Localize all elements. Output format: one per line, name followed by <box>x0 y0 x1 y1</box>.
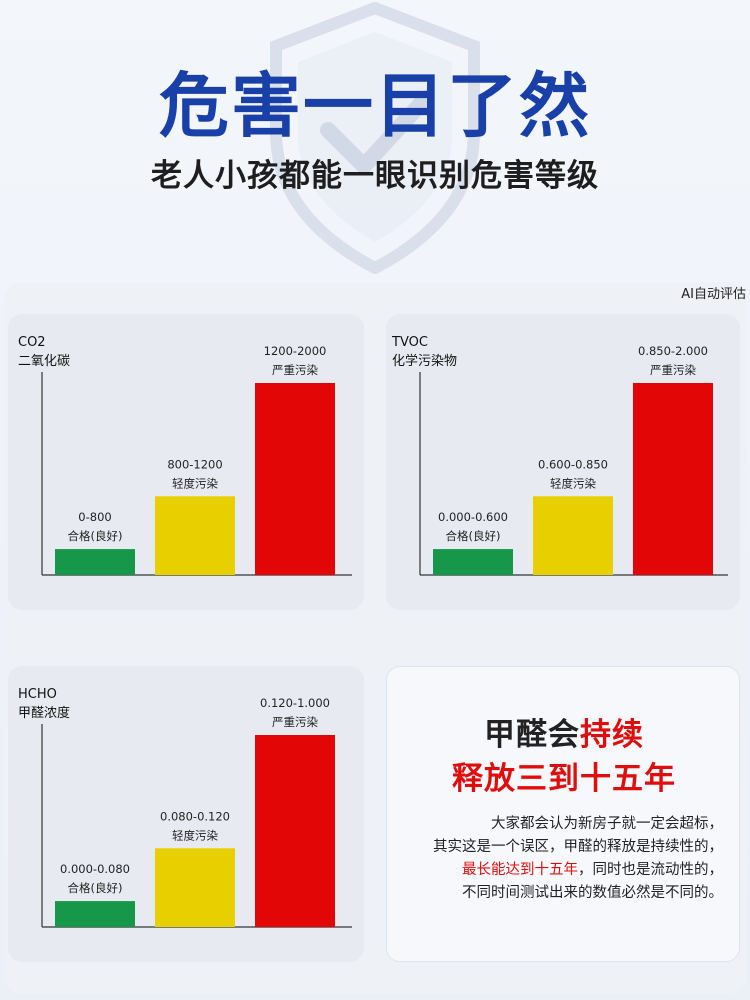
level-label: 合格(良好) <box>446 529 501 543</box>
metric-name-line: 甲醛浓度 <box>18 706 71 721</box>
range-label: 0.600-0.850 <box>538 457 608 471</box>
metric-name-line: 化学污染物 <box>392 354 458 369</box>
bar-severe-pollution <box>255 735 335 927</box>
range-label: 1200-2000 <box>264 344 327 358</box>
info-body-line: 其实这是一个误区，甲醛的释放是持续性的， <box>433 839 723 855</box>
tvoc-chart-card: TVOC 化学污染物 0.000-0.600 合格(良好) 0.600-0.850 轻度污… <box>386 314 740 610</box>
page-subtitle: 老人小孩都能一眼识别危害等级 <box>151 158 599 194</box>
bar-chart: 0-800 合格(良好) 800-1200 轻度污染 1200-2000 严重污染 <box>41 344 352 576</box>
bar-chart: 0.000-0.600 合格(良好) 0.600-0.850 轻度污染 0.850-2.… <box>419 344 728 576</box>
level-label: 轻度污染 <box>172 828 218 842</box>
level-label: 合格(良好) <box>68 529 123 543</box>
range-label: 0-800 <box>78 510 111 524</box>
info-body-highlight: 最长能达到十五年 <box>462 862 578 878</box>
info-body-line: 最长能达到十五年，同时也是流动性的， <box>387 859 723 882</box>
bar-severe-pollution <box>633 383 713 575</box>
level-label: 轻度污染 <box>550 476 596 490</box>
range-label: 0.000-0.600 <box>438 510 508 524</box>
info-title-line2: 释放三到十五年 <box>452 761 676 797</box>
bar-good <box>55 549 135 575</box>
co2-chart-card: CO2 二氧化碳 0-800 合格(良好) 800-1200 轻度污染 1200-2000 严… <box>8 314 364 610</box>
info-body: 大家都会认为新房子就一定会超标， 其实这是一个误区，甲醛的释放是持续性的， 最长… <box>387 813 741 905</box>
range-label: 800-1200 <box>167 457 222 471</box>
info-body-line: 大家都会认为新房子就一定会超标， <box>491 816 723 832</box>
level-label: 轻度污染 <box>172 476 218 490</box>
metric-name-line: CO2 <box>18 335 46 350</box>
shield-check-icon <box>270 2 480 274</box>
info-title-red: 持续 <box>580 717 644 753</box>
level-label: 合格(良好) <box>68 881 123 895</box>
bar-light-pollution <box>155 848 235 927</box>
bar-good <box>55 901 135 927</box>
range-label: 0.120-1.000 <box>260 696 330 710</box>
info-title-line1: 甲醛会持续 <box>387 715 741 755</box>
bar-chart: 0.000-0.080 合格(良好) 0.080-0.120 轻度污染 0.120-1.… <box>41 696 352 928</box>
range-label: 0.000-0.080 <box>60 862 130 876</box>
info-body-text: ，同时也是流动性的， <box>578 862 723 878</box>
metric-name-line: 二氧化碳 <box>18 354 71 369</box>
hcho-chart-card: HCHO 甲醛浓度 0.000-0.080 合格(良好) 0.080-0.120 轻度污染… <box>8 666 364 962</box>
ai-evaluation-note: AI自动评估 <box>681 287 746 302</box>
info-title-black: 甲醛会 <box>484 717 580 753</box>
bar-light-pollution <box>155 496 235 575</box>
level-label: 严重污染 <box>272 363 318 377</box>
bar-good <box>433 549 513 575</box>
metric-name-line: HCHO <box>18 687 57 702</box>
range-label: 0.850-2.000 <box>638 344 708 358</box>
bar-light-pollution <box>533 496 613 575</box>
level-label: 严重污染 <box>272 715 318 729</box>
info-body-line: 不同时间测试出来的数值必然是不同的。 <box>462 885 723 901</box>
bar-severe-pollution <box>255 383 335 575</box>
page-title: 危害一目了然 <box>159 65 591 147</box>
range-label: 0.080-0.120 <box>160 809 230 823</box>
formaldehyde-info-card: 甲醛会持续 释放三到十五年 大家都会认为新房子就一定会超标， 其实这是一个误区，… <box>386 666 740 962</box>
level-label: 严重污染 <box>650 363 696 377</box>
metric-name-line: TVOC <box>392 335 428 350</box>
